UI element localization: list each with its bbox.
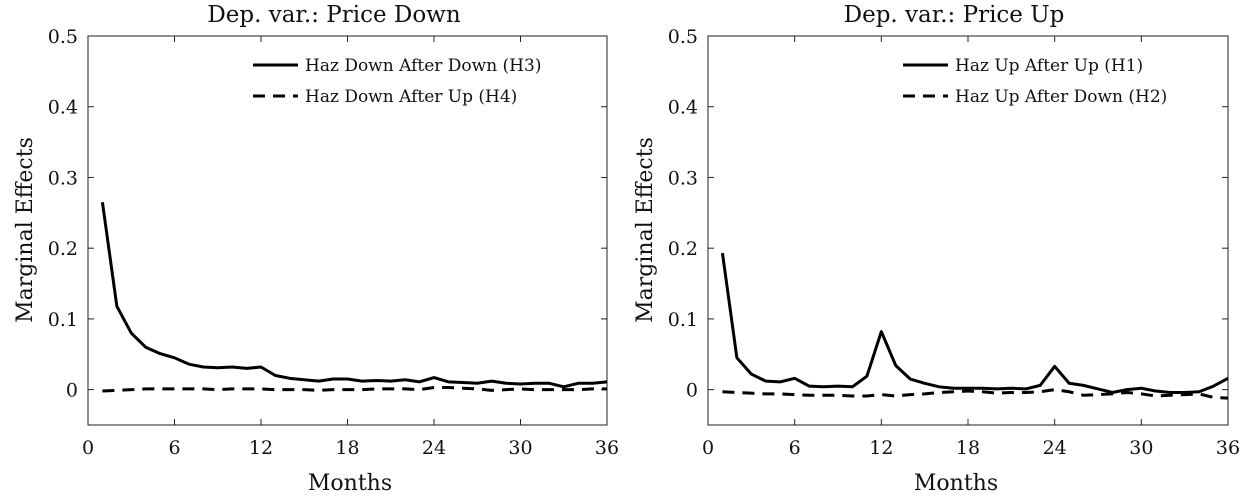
x-tick-label: 6 <box>168 437 180 459</box>
x-tick-label: 24 <box>1043 437 1067 459</box>
chart-panel-price-up: Dep. var.: Price Up Marginal Effects Mon… <box>633 2 1240 496</box>
y-tick-label: 0.4 <box>48 97 78 119</box>
plot-area <box>87 35 608 426</box>
y-tick-label: 0.5 <box>48 26 78 48</box>
y-tick-label: 0.5 <box>668 26 698 48</box>
y-tick-label: 0.1 <box>668 309 698 331</box>
series-line-dashed <box>722 388 1229 400</box>
x-tick-label: 36 <box>1216 437 1240 459</box>
y-tick-label: 0.1 <box>48 309 78 331</box>
legend: Haz Up After Up (H1) Haz Up After Down (… <box>903 56 1167 107</box>
legend: Haz Down After Down (H3) Haz Down After … <box>253 56 541 107</box>
x-tick-label: 30 <box>1129 437 1153 459</box>
series-line-dashed <box>102 386 607 393</box>
chart-title: Dep. var.: Price Up <box>844 2 1065 28</box>
plot-frame <box>707 35 1229 426</box>
plot-frame <box>87 35 608 426</box>
y-tick-label: 0.3 <box>668 167 698 189</box>
x-tick-label: 6 <box>789 437 801 459</box>
y-tick-label: 0 <box>686 380 698 402</box>
x-axis-label: Months <box>308 471 392 496</box>
x-tick-label: 0 <box>702 437 714 459</box>
series-line-solid <box>100 202 608 389</box>
x-tick-label: 24 <box>422 437 446 459</box>
y-axis-label: Marginal Effects <box>633 137 658 323</box>
legend-label: Haz Down After Down (H3) <box>305 56 541 76</box>
legend-label: Haz Down After Up (H4) <box>305 87 517 107</box>
legend-label: Haz Up After Down (H2) <box>955 87 1167 107</box>
x-tick-label: 18 <box>335 437 359 459</box>
tick-layer: 0 6 12 18 24 30 36 0 0.1 0.2 0.3 0.4 0.5 <box>48 26 619 459</box>
x-tick-label: 0 <box>82 437 94 459</box>
y-tick-label: 0.2 <box>668 238 698 260</box>
y-tick-label: 0.4 <box>668 97 698 119</box>
y-tick-label: 0 <box>66 380 78 402</box>
y-axis-label: Marginal Effects <box>13 137 38 323</box>
chart-title: Dep. var.: Price Down <box>207 2 461 28</box>
y-tick-label: 0.3 <box>48 167 78 189</box>
chart-panel-price-down: Dep. var.: Price Down Marginal Effects M… <box>13 2 619 496</box>
x-axis-label: Months <box>914 471 998 496</box>
x-tick-label: 30 <box>508 437 532 459</box>
x-tick-label: 12 <box>869 437 893 459</box>
x-tick-label: 18 <box>956 437 980 459</box>
legend-label: Haz Up After Up (H1) <box>955 56 1143 76</box>
series-line-solid <box>720 252 1229 394</box>
tick-layer: 0 6 12 18 24 30 36 0 0.1 0.2 0.3 0.4 0.5 <box>668 26 1240 459</box>
plot-area <box>707 35 1229 426</box>
y-tick-label: 0.2 <box>48 238 78 260</box>
x-tick-label: 12 <box>249 437 273 459</box>
x-tick-label: 36 <box>595 437 619 459</box>
